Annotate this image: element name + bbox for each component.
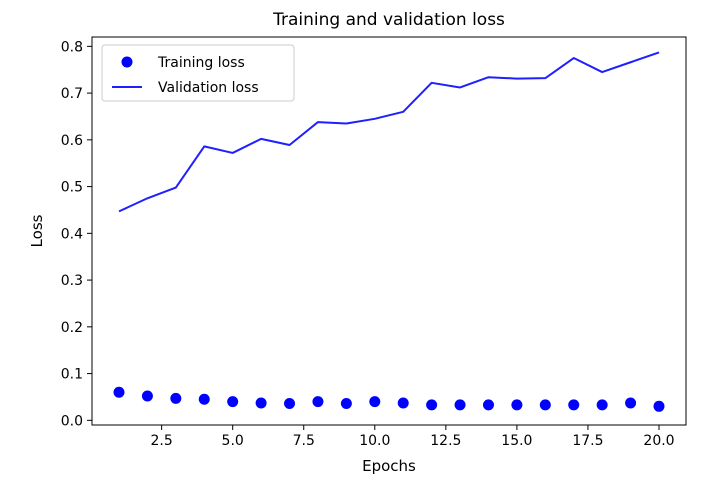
training-loss-point (454, 399, 466, 411)
y-tick-label: 0.8 (61, 39, 83, 55)
training-loss-point (255, 397, 267, 409)
training-loss-point (312, 396, 324, 408)
x-axis-label: Epochs (362, 457, 416, 475)
training-loss-point (369, 396, 381, 408)
y-tick-label: 0.6 (61, 133, 83, 149)
legend-entry-label: Validation loss (158, 80, 259, 96)
training-loss-point (568, 399, 580, 411)
training-loss-point (198, 393, 210, 405)
y-tick-label: 0.0 (61, 413, 83, 429)
training-loss-point (227, 396, 239, 408)
x-tick-label: 12.5 (430, 433, 461, 449)
x-tick-label: 20.0 (643, 433, 674, 449)
training-loss-point (539, 399, 551, 411)
x-tick-label: 10.0 (359, 433, 390, 449)
x-tick-label: 2.5 (150, 433, 172, 449)
training-loss-point (596, 399, 608, 411)
y-tick-label: 0.5 (61, 180, 83, 196)
training-loss-point (141, 390, 153, 402)
axes-frame (91, 36, 687, 426)
legend-box (101, 44, 295, 102)
x-tick-label: 15.0 (501, 433, 532, 449)
x-tick-label: 5.0 (222, 433, 244, 449)
training-loss-point (340, 397, 352, 409)
training-loss-point (170, 392, 182, 404)
y-axis: 0.0 0.1 0.2 0.3 0.4 0.5 0.6 0.7 0.8 (61, 39, 92, 429)
chart-title: Training and validation loss (272, 10, 505, 30)
y-tick-label: 0.7 (61, 86, 83, 102)
y-tick-label: 0.4 (61, 226, 83, 242)
x-tick-label: 17.5 (572, 433, 603, 449)
training-loss-point (625, 397, 637, 409)
y-tick-label: 0.1 (61, 367, 83, 383)
x-tick-label: 7.5 (293, 433, 315, 449)
training-loss-point (284, 397, 296, 409)
legend-entry-label: Training loss (157, 55, 245, 71)
legend: Training loss Validation loss (101, 44, 295, 102)
training-loss-point (426, 399, 438, 411)
legend-dot-swatch (121, 56, 133, 68)
y-tick-label: 0.3 (61, 273, 83, 289)
training-loss-point (113, 386, 125, 398)
training-loss-point (653, 400, 665, 412)
plot-area (113, 51, 665, 412)
x-axis: 2.5 5.0 7.5 10.0 12.5 15.0 17.5 20.0 (150, 425, 675, 449)
training-loss-point (397, 397, 409, 409)
y-tick-label: 0.2 (61, 320, 83, 336)
training-loss-point (482, 399, 494, 411)
validation-loss-line (118, 51, 660, 213)
y-axis-label: Loss (28, 214, 46, 247)
training-loss-point (511, 399, 523, 411)
